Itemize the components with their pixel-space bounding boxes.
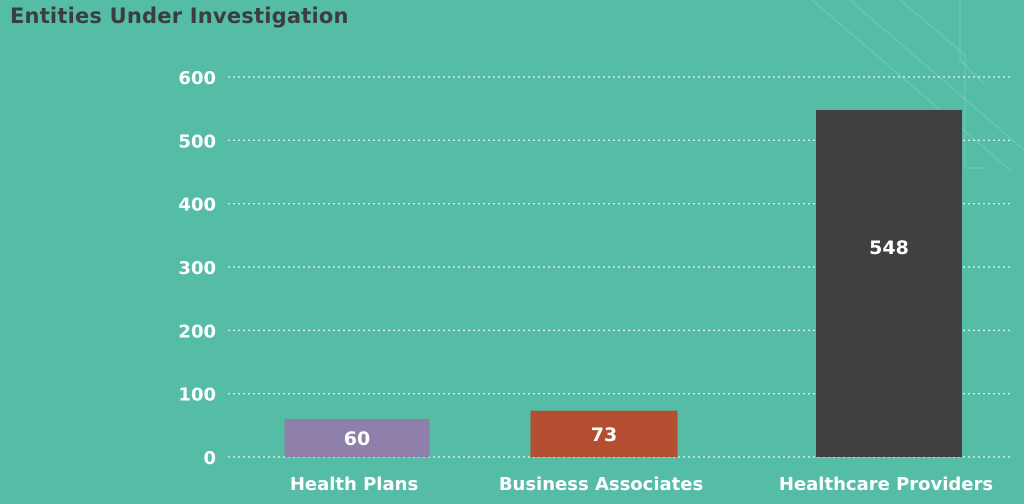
bars — [284, 109, 962, 457]
y-tick-label: 100 — [178, 385, 216, 406]
y-tick-label: 300 — [178, 258, 216, 279]
decorative-lines — [811, 0, 1024, 171]
y-tick-label: 400 — [178, 195, 216, 216]
y-tick-label: 500 — [178, 131, 216, 152]
chart-title: Entities Under Investigation — [10, 4, 349, 28]
y-tick-label: 0 — [203, 448, 216, 469]
x-category-label: Healthcare Providers — [779, 474, 993, 495]
bar-business-associates — [530, 410, 678, 457]
y-axis-labels: 0 100 200 300 400 500 600 — [178, 68, 216, 469]
data-label: 60 — [344, 428, 370, 450]
data-labels: 60 73 548 — [344, 237, 909, 450]
x-category-label: Health Plans — [290, 474, 418, 495]
gridlines — [228, 76, 1012, 458]
data-label: 73 — [591, 424, 617, 446]
data-label: 548 — [869, 237, 909, 259]
y-tick-label: 200 — [178, 321, 216, 342]
x-axis-labels: Health Plans Business Associates Healthcar… — [290, 474, 993, 495]
y-tick-label: 600 — [178, 68, 216, 89]
x-category-label: Business Associates — [499, 474, 703, 495]
bar-healthcare-providers — [816, 109, 962, 457]
bar-health-plans — [284, 419, 430, 457]
